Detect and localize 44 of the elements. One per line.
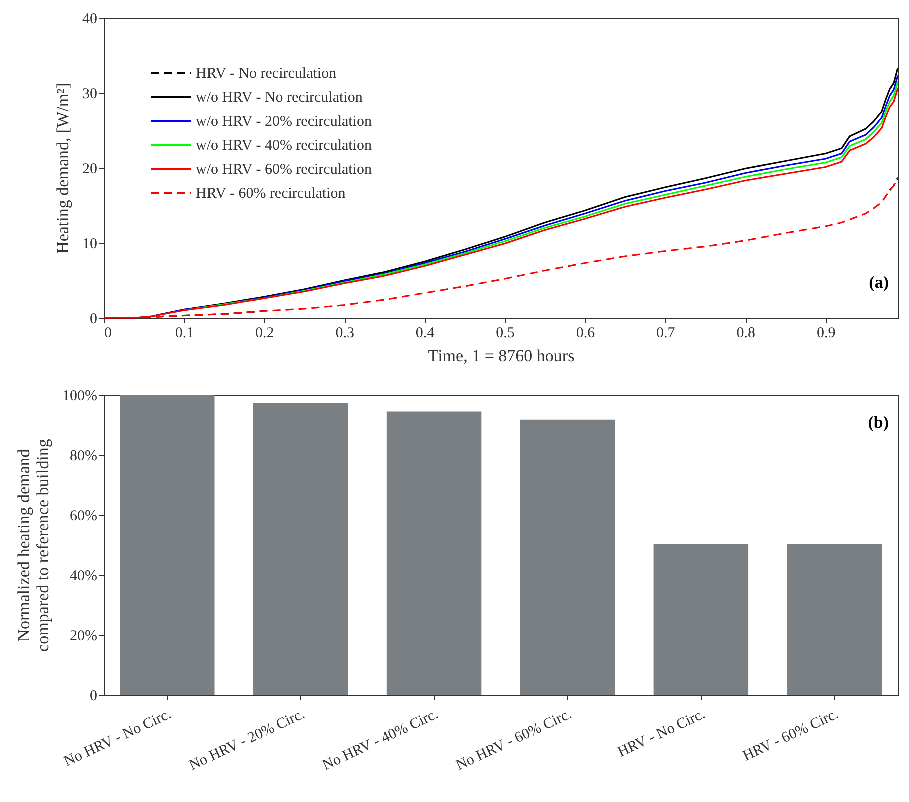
bar (253, 403, 348, 695)
y-tick-label: 0 (90, 312, 98, 328)
bar (386, 412, 482, 695)
y-tick-label: 30 (82, 86, 98, 102)
y-tick-label: 60% (70, 508, 98, 524)
x-tick-label: 0.3 (336, 326, 354, 342)
x-tick-label: 0.5 (496, 326, 515, 342)
x-tick-label: No HRV - 60% Circ. (454, 706, 574, 774)
legend-label: w/o HRV - 20% recirculation (196, 114, 372, 130)
y-tick-label: 40 (82, 12, 98, 28)
legend-label: w/o HRV - 40% recirculation (196, 138, 372, 154)
bar (654, 544, 749, 695)
x-tick-label: 0.9 (816, 326, 836, 342)
x-tick-label: HRV - No Circ. (616, 706, 708, 761)
x-tick-label: No HRV - 40% Circ. (320, 706, 442, 774)
x-tick-label: 0.8 (736, 326, 756, 342)
annotation: (b) (868, 413, 889, 432)
x-tick-label: 0.2 (256, 326, 274, 342)
y-tick-label: 0 (90, 688, 98, 704)
x-tick-label: No HRV - 20% Circ. (186, 706, 308, 774)
bar (520, 420, 616, 695)
bar (120, 395, 215, 695)
y-tick-label: 10 (82, 236, 98, 252)
y-tick-label: 80% (70, 448, 98, 464)
y-axis-title: Normalized heating demand compared to reference building (14, 438, 53, 652)
x-tick-label: 0.1 (175, 326, 194, 342)
y-tick-label: 20 (82, 162, 98, 178)
y-tick-label: 100% (62, 388, 98, 404)
x-tick-label: 0.6 (576, 326, 596, 342)
legend-label: HRV - No recirculation (196, 66, 338, 82)
y-axis-title: Heating demand, [W/m²] (54, 83, 72, 254)
x-tick-label: No HRV - No Circ. (62, 706, 174, 770)
annotation: (a) (869, 273, 889, 292)
x-tick-label: 0 (104, 326, 112, 342)
bar (787, 544, 882, 695)
x-tick-label: HRV - 60% Circ. (740, 706, 842, 765)
y-tick-label: 20% (70, 628, 98, 644)
x-tick-label: 0.7 (656, 326, 676, 342)
legend-label: HRV - 60% recirculation (196, 186, 346, 202)
y-tick-label: 40% (70, 568, 98, 584)
legend-label: w/o HRV - No recirculation (196, 90, 364, 106)
legend-label: w/o HRV - 60% recirculation (196, 162, 372, 178)
x-tick-label: 0.4 (416, 326, 436, 342)
x-axis-title: Time, 1 = 8760 hours (428, 346, 575, 366)
